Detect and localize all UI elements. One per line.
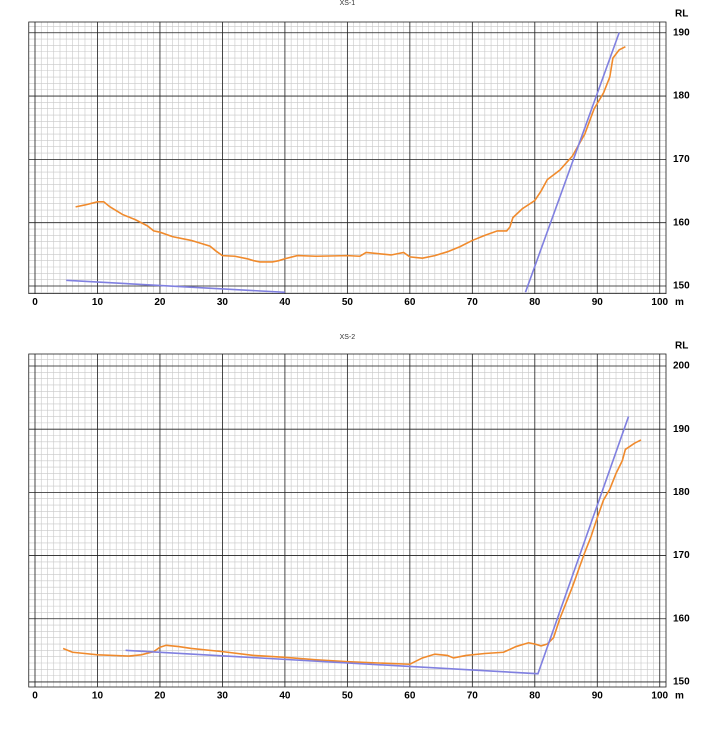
series-line [524, 32, 620, 293]
x-axis-label: m [675, 297, 684, 308]
y-tick-label: 190 [673, 424, 690, 435]
x-tick-label: 0 [32, 691, 38, 702]
y-tick-label: 160 [673, 217, 690, 228]
x-tick-label: 20 [154, 691, 166, 702]
x-tick-label: 80 [529, 691, 541, 702]
plot-frame [28, 353, 667, 688]
y-tick-label: 190 [673, 27, 690, 38]
x-tick-label: 50 [342, 297, 354, 308]
y-tick-label: 150 [673, 677, 690, 688]
x-tick-label: 40 [279, 297, 291, 308]
x-tick-label: 60 [404, 691, 416, 702]
x-tick-label: 10 [92, 297, 104, 308]
x-tick-label: 10 [92, 691, 104, 702]
x-tick-label: 70 [467, 297, 479, 308]
series-line [125, 416, 630, 675]
x-tick-label: 30 [217, 691, 229, 702]
x-tick-label: 20 [154, 297, 166, 308]
x-tick-label: 100 [651, 297, 668, 308]
y-tick-label: 170 [673, 154, 690, 165]
x-tick-label: 70 [467, 691, 479, 702]
x-axis-label: m [675, 691, 684, 702]
y-tick-label: 180 [673, 91, 690, 102]
chart: XS-1 0 10 20 30 40 50 60 70 80 90 100 150 160 170 180 19… [28, 0, 690, 308]
x-tick-label: 50 [342, 691, 354, 702]
chart-title: XS-1 [340, 0, 356, 7]
x-tick-label: 90 [592, 297, 604, 308]
chart-title: XS-2 [340, 334, 356, 341]
y-tick-label: 170 [673, 550, 690, 561]
x-tick-label: 30 [217, 297, 229, 308]
y-tick-label: 150 [673, 281, 690, 292]
y-axis-label: RL [675, 9, 688, 20]
series-line [62, 439, 642, 666]
y-tick-label: 160 [673, 613, 690, 624]
x-tick-label: 0 [32, 297, 38, 308]
chart: XS-2 0 10 20 30 40 50 60 70 80 90 100 150 160 170 180 19… [28, 334, 690, 702]
x-tick-label: 100 [651, 691, 668, 702]
series-line [75, 45, 626, 263]
y-axis-label: RL [675, 341, 688, 352]
x-tick-label: 80 [529, 297, 541, 308]
plot-frame [28, 21, 667, 295]
x-tick-label: 90 [592, 691, 604, 702]
series-line [66, 279, 285, 294]
x-tick-label: 40 [279, 691, 291, 702]
x-tick-label: 60 [404, 297, 416, 308]
y-tick-label: 200 [673, 361, 690, 372]
y-tick-label: 180 [673, 487, 690, 498]
